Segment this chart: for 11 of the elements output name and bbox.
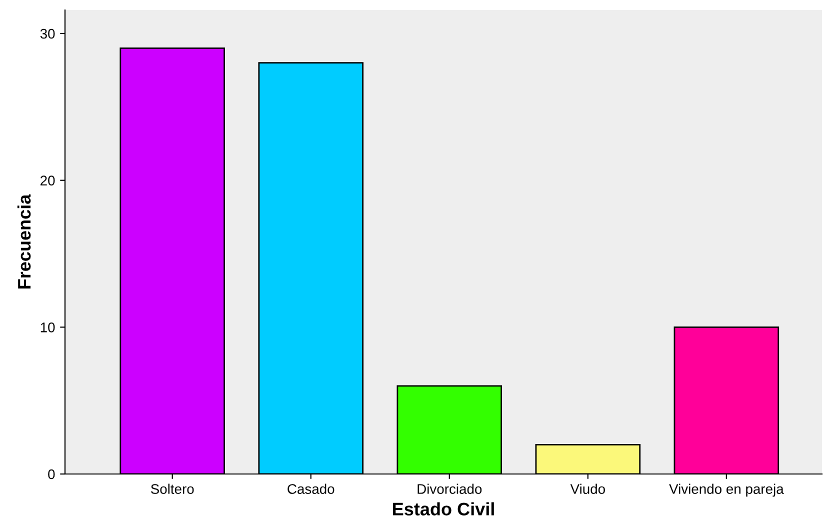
x-tick-label: Divorciado [418,484,482,494]
y-tick-label: 10 [40,322,55,332]
x-tick-label: Viviendo en pareja [669,484,784,497]
x-tick-label: Viudo [570,484,605,494]
y-tick-label: 30 [40,28,55,39]
x-axis-title: Estado Civil [393,502,494,516]
x-tick-label: Casado [288,484,334,494]
y-axis-title: Frecuencia [17,194,31,288]
y-tick-label: 0 [48,469,55,480]
y-tick-label: 20 [40,176,55,186]
x-tick-label: Soltero [150,484,194,494]
